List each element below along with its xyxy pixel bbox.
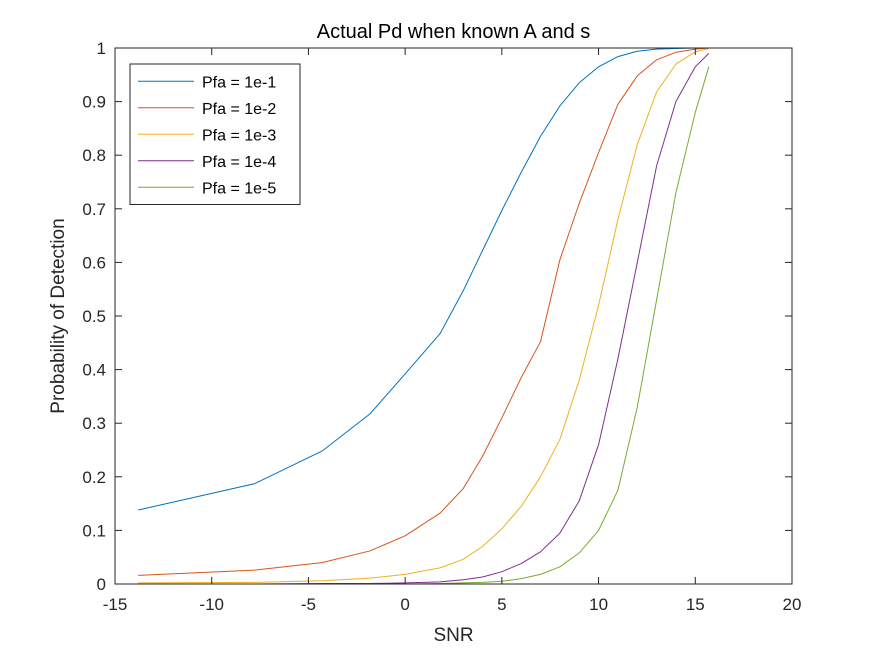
y-tick-label: 0.3 bbox=[82, 414, 106, 433]
x-tick-label: -5 bbox=[301, 595, 316, 614]
y-tick-label: 0.9 bbox=[82, 93, 106, 112]
chart-title: Actual Pd when known A and s bbox=[317, 21, 591, 43]
legend-label-2: Pfa = 1e-2 bbox=[202, 101, 276, 118]
y-tick-label: 0.5 bbox=[82, 307, 106, 326]
x-axis-title: SNR bbox=[433, 625, 473, 646]
legend: Pfa = 1e-1 Pfa = 1e-2 Pfa = 1e-3 Pfa = 1e-4… bbox=[130, 64, 300, 205]
x-tick-label: 5 bbox=[497, 595, 506, 614]
y-tick-label: 0.8 bbox=[82, 146, 106, 165]
x-tick-label: -15 bbox=[103, 595, 128, 614]
y-tick-label: 1 bbox=[97, 39, 106, 58]
legend-label-5: Pfa = 1e-5 bbox=[202, 180, 276, 197]
x-tick-label: 15 bbox=[686, 595, 705, 614]
y-tick-label: 0.1 bbox=[82, 521, 106, 540]
y-tick-label: 0.7 bbox=[82, 200, 106, 219]
x-tick-label: -10 bbox=[199, 595, 224, 614]
x-tick-label: 20 bbox=[783, 595, 802, 614]
y-tick-label: 0.6 bbox=[82, 253, 106, 272]
legend-label-4: Pfa = 1e-4 bbox=[202, 154, 276, 171]
y-tick-label: 0.4 bbox=[82, 361, 106, 380]
x-tick-label: 0 bbox=[400, 595, 409, 614]
legend-label-3: Pfa = 1e-3 bbox=[202, 127, 276, 144]
y-tick-label: 0 bbox=[97, 575, 106, 594]
legend-label-1: Pfa = 1e-1 bbox=[202, 74, 276, 91]
x-tick-label: 10 bbox=[589, 595, 608, 614]
y-tick-label: 0.2 bbox=[82, 468, 106, 487]
y-axis-title: Probability of Detection bbox=[48, 218, 69, 413]
